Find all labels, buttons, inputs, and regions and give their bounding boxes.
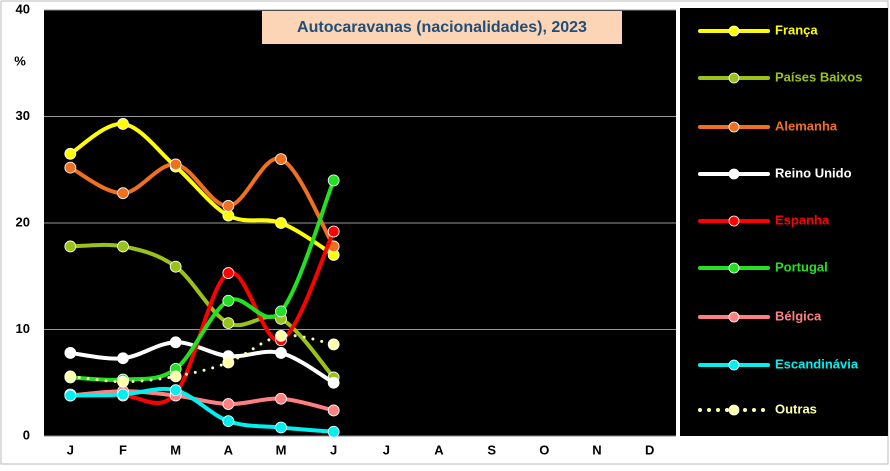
data-point bbox=[222, 356, 235, 369]
data-point bbox=[327, 174, 340, 187]
legend-marker bbox=[728, 215, 740, 227]
data-point bbox=[327, 338, 340, 351]
y-axis-label: % bbox=[14, 53, 26, 68]
x-tick-label: S bbox=[487, 442, 496, 457]
data-point bbox=[117, 352, 129, 365]
x-tick-label: J bbox=[67, 442, 74, 457]
y-tick-label: 20 bbox=[16, 214, 30, 229]
legend-label: Escandinávia bbox=[775, 356, 859, 371]
data-point bbox=[222, 398, 235, 410]
data-point bbox=[169, 370, 182, 383]
data-point bbox=[327, 225, 340, 238]
data-point bbox=[64, 147, 77, 160]
x-tick-label: M bbox=[170, 442, 181, 457]
x-tick-label: J bbox=[383, 442, 390, 457]
data-point bbox=[64, 240, 77, 253]
data-point bbox=[64, 161, 77, 174]
data-point bbox=[275, 153, 287, 166]
data-point bbox=[169, 260, 182, 273]
data-point bbox=[222, 267, 235, 279]
legend-marker bbox=[728, 25, 740, 37]
legend-marker bbox=[728, 359, 740, 371]
y-tick-label: 40 bbox=[16, 1, 30, 16]
data-point bbox=[64, 389, 77, 402]
data-point bbox=[275, 392, 287, 405]
data-point bbox=[117, 187, 129, 200]
data-point bbox=[222, 294, 235, 307]
data-point bbox=[117, 388, 129, 401]
y-tick-label: 10 bbox=[16, 321, 30, 336]
legend-label: Países Baixos bbox=[775, 69, 862, 84]
data-point bbox=[275, 347, 287, 359]
data-point bbox=[222, 200, 235, 212]
data-point bbox=[64, 347, 77, 359]
legend-label: Portugal bbox=[775, 259, 828, 274]
data-point bbox=[64, 370, 77, 383]
data-point bbox=[222, 415, 235, 427]
legend-label: Outras bbox=[775, 401, 817, 416]
x-tick-label: A bbox=[224, 442, 234, 457]
x-tick-label: D bbox=[645, 442, 654, 457]
data-point bbox=[327, 425, 340, 438]
data-point bbox=[327, 376, 340, 389]
data-point bbox=[275, 421, 287, 434]
data-point bbox=[327, 404, 340, 417]
data-point bbox=[117, 375, 129, 388]
legend-marker bbox=[728, 72, 740, 84]
legend-label: França bbox=[775, 22, 818, 37]
data-point bbox=[275, 305, 287, 318]
legend-marker bbox=[728, 262, 740, 274]
legend-marker bbox=[728, 121, 740, 133]
data-point bbox=[222, 317, 235, 330]
data-point bbox=[169, 158, 182, 171]
x-tick-label: N bbox=[592, 442, 601, 457]
chart-title: Autocaravanas (nacionalidades), 2023 bbox=[297, 19, 587, 36]
legend-marker bbox=[728, 168, 740, 180]
title-box bbox=[262, 11, 622, 44]
legend-marker bbox=[728, 404, 740, 416]
y-tick-label: 30 bbox=[16, 108, 30, 123]
data-point bbox=[117, 240, 129, 253]
y-tick-label: 0 bbox=[23, 427, 30, 442]
data-point bbox=[117, 118, 129, 130]
x-tick-label: F bbox=[119, 442, 127, 457]
x-tick-label: M bbox=[276, 442, 287, 457]
legend-label: Bélgica bbox=[775, 308, 822, 323]
legend-label: Espanha bbox=[775, 212, 830, 227]
data-point bbox=[169, 336, 182, 349]
x-tick-label: J bbox=[330, 442, 337, 457]
x-tick-label: O bbox=[539, 442, 549, 457]
x-tick-label: A bbox=[434, 442, 444, 457]
legend-marker bbox=[728, 311, 740, 323]
data-point bbox=[275, 329, 287, 342]
data-point bbox=[275, 217, 287, 229]
legend-label: Reino Unido bbox=[775, 165, 852, 180]
data-point bbox=[169, 384, 182, 397]
legend-label: Alemanha bbox=[775, 118, 838, 133]
